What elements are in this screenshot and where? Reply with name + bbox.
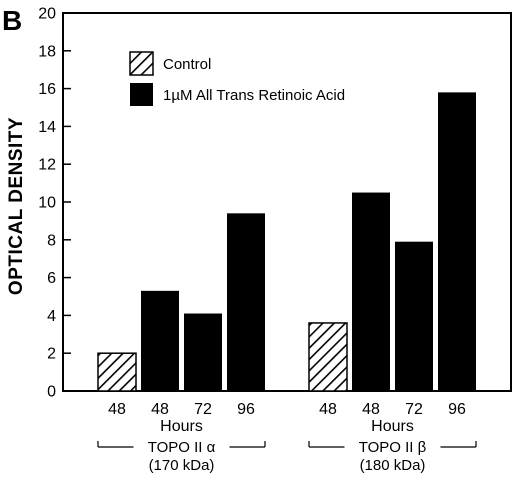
group-subtitle: (180 kDa) <box>360 457 426 474</box>
y-tick-label: 6 <box>47 270 56 287</box>
group-name: TOPO II α <box>148 439 216 456</box>
group-name: TOPO II β <box>359 439 427 456</box>
x-tick-label: 96 <box>448 401 466 418</box>
y-tick-label: 10 <box>38 195 56 212</box>
bar-treatment <box>184 313 222 391</box>
panel-label: B <box>2 5 22 36</box>
y-tick-label: 20 <box>38 6 56 23</box>
x-tick-label: 72 <box>194 401 212 418</box>
legend-swatch-control <box>129 51 154 76</box>
bar-treatment <box>395 241 433 391</box>
legend-label-control: Control <box>163 56 211 73</box>
bar-control <box>308 322 348 392</box>
x-tick-label: 48 <box>362 401 380 418</box>
x-tick-label: 48 <box>108 401 126 418</box>
x-tick-label: 96 <box>237 401 255 418</box>
y-tick-label: 14 <box>38 119 56 136</box>
bar-control <box>97 352 137 392</box>
x-axis-label: Hours <box>371 418 414 435</box>
y-tick-label: 2 <box>47 346 56 363</box>
y-axis-label: OPTICAL DENSITY <box>6 117 27 295</box>
y-tick-label: 4 <box>47 308 56 325</box>
y-tick-label: 12 <box>38 157 56 174</box>
bar-treatment <box>352 192 390 391</box>
x-tick-label: 48 <box>319 401 337 418</box>
x-tick-label: 48 <box>151 401 169 418</box>
y-tick-label: 18 <box>38 43 56 60</box>
legend-label-treatment: 1µM All Trans Retinoic Acid <box>163 87 345 104</box>
x-axis-label: Hours <box>160 418 203 435</box>
x-axis-labels: 48 48 72 96 Hours TOPO II α(170 kDa) 48 48 72 96 H… <box>97 401 477 474</box>
bar-treatment <box>438 92 476 391</box>
legend-swatch-treatment <box>130 83 153 106</box>
y-axis-ticks: 0 2 4 6 8 10 12 14 16 18 20 <box>38 6 71 401</box>
group-subtitle: (170 kDa) <box>149 457 215 474</box>
y-tick-label: 8 <box>47 232 56 249</box>
bar-treatment <box>141 290 179 391</box>
y-tick-label: 0 <box>47 384 56 401</box>
x-tick-label: 72 <box>405 401 423 418</box>
legend: Control 1µM All Trans Retinoic Acid <box>129 51 345 106</box>
y-tick-label: 16 <box>38 81 56 98</box>
bar-treatment <box>227 213 265 391</box>
bars <box>97 92 476 392</box>
